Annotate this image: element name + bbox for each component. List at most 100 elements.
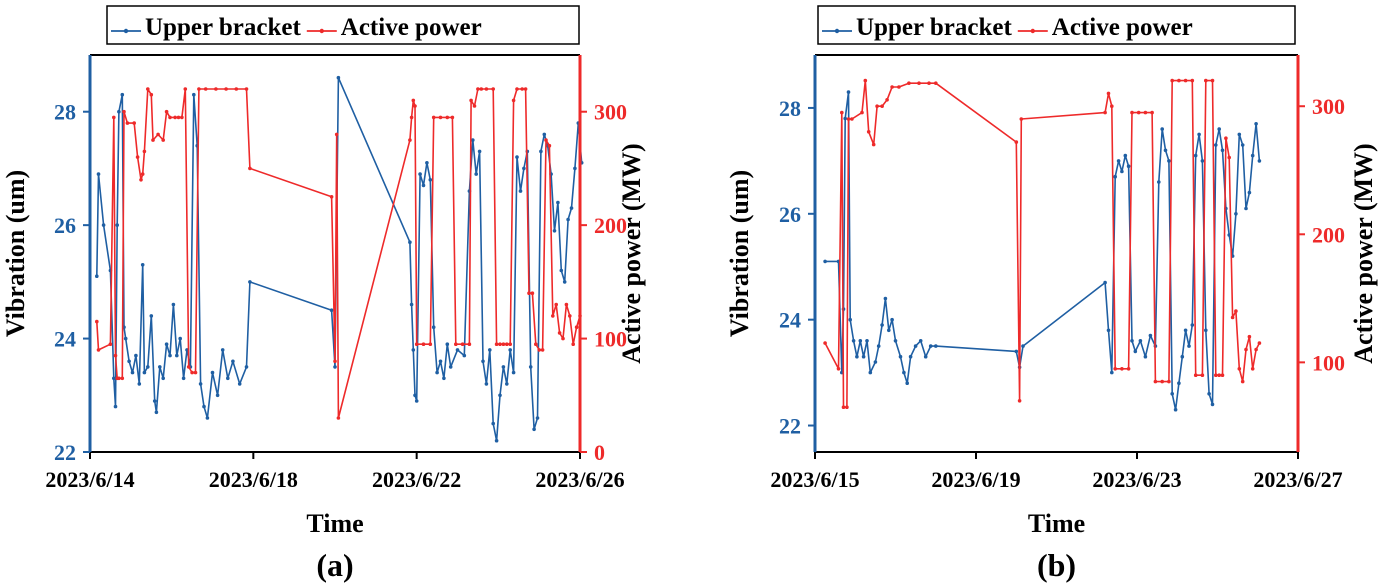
data-point bbox=[1177, 78, 1181, 83]
data-point bbox=[1200, 373, 1205, 378]
data-point bbox=[234, 87, 239, 91]
x-tick-label: 2023/6/19 bbox=[931, 467, 1020, 492]
data-point bbox=[408, 138, 412, 142]
data-point bbox=[873, 360, 878, 364]
data-point bbox=[428, 342, 433, 347]
y-axis-title-left: Vibration (um) bbox=[725, 170, 754, 337]
legend-swatch-marker bbox=[319, 28, 324, 34]
data-point bbox=[1103, 280, 1107, 285]
data-point bbox=[431, 325, 436, 330]
data-point bbox=[515, 155, 519, 159]
data-point bbox=[168, 115, 172, 120]
data-point bbox=[1210, 78, 1215, 83]
data-point bbox=[484, 382, 489, 386]
data-point bbox=[122, 109, 126, 114]
chart-panel-2: 2023/6/15 2023/6/19 2023/6/23 2023/6/27 22 24… bbox=[725, 5, 1378, 583]
data-point bbox=[1106, 328, 1111, 333]
data-point bbox=[1237, 367, 1242, 371]
data-point bbox=[142, 370, 147, 375]
data-point bbox=[149, 92, 154, 97]
data-point bbox=[1133, 349, 1138, 354]
data-point bbox=[413, 104, 417, 108]
data-point bbox=[414, 342, 419, 347]
data-point bbox=[96, 348, 101, 352]
data-point bbox=[494, 342, 499, 347]
y-tick-label-right: 300 bbox=[594, 100, 627, 125]
series-line bbox=[824, 79, 1261, 409]
data-point bbox=[431, 115, 436, 120]
data-point bbox=[1257, 159, 1262, 163]
data-point bbox=[197, 87, 201, 91]
data-point bbox=[1017, 399, 1022, 403]
data-point bbox=[501, 342, 506, 347]
data-point bbox=[186, 365, 191, 369]
data-point bbox=[534, 342, 538, 347]
data-point bbox=[481, 359, 485, 364]
data-point bbox=[435, 370, 439, 375]
y-tick-label-left: 22 bbox=[54, 440, 76, 465]
data-point bbox=[861, 354, 866, 359]
x-axis-title: Time bbox=[1028, 509, 1085, 538]
data-point bbox=[112, 115, 116, 120]
data-point bbox=[149, 314, 154, 318]
data-point bbox=[175, 353, 179, 358]
data-point bbox=[1234, 212, 1238, 216]
data-point bbox=[161, 376, 165, 381]
data-point bbox=[117, 376, 121, 381]
legend-swatch-marker bbox=[123, 28, 129, 34]
data-point bbox=[488, 348, 492, 352]
data-point bbox=[1143, 110, 1148, 115]
chart-panel-1: 2023/6/14 2023/6/18 2023/6/22 2023/6/26 22 24… bbox=[1, 5, 646, 583]
data-point bbox=[511, 370, 516, 375]
data-point bbox=[140, 172, 145, 176]
data-point bbox=[1014, 140, 1019, 144]
data-point bbox=[554, 302, 558, 307]
legend-box bbox=[106, 5, 580, 45]
data-point bbox=[137, 382, 142, 386]
data-point bbox=[1217, 373, 1221, 378]
legend-swatch-marker bbox=[1030, 28, 1035, 34]
data-point bbox=[871, 142, 876, 147]
data-point bbox=[491, 87, 496, 91]
data-point bbox=[868, 370, 873, 375]
data-point bbox=[860, 110, 864, 115]
y-axis-title-right: Active power (MW) bbox=[617, 143, 646, 363]
data-point bbox=[146, 87, 150, 91]
legend: Upper bracket Active power bbox=[106, 5, 580, 45]
data-point bbox=[913, 344, 918, 348]
data-point bbox=[193, 370, 198, 375]
data-point bbox=[192, 92, 196, 97]
data-point bbox=[918, 339, 923, 343]
data-point bbox=[855, 354, 859, 359]
data-point bbox=[851, 339, 856, 343]
y-tick-label-right: 300 bbox=[1312, 94, 1345, 119]
data-point bbox=[574, 325, 579, 330]
legend-entry-active-power: Active power bbox=[1017, 14, 1193, 41]
data-point bbox=[887, 328, 891, 333]
data-point bbox=[907, 81, 911, 85]
data-point bbox=[564, 302, 569, 307]
data-point bbox=[530, 291, 535, 296]
data-point bbox=[127, 359, 131, 364]
data-point bbox=[411, 98, 416, 103]
legend-box bbox=[817, 5, 1296, 45]
data-point bbox=[1021, 344, 1025, 348]
data-point bbox=[454, 342, 458, 347]
data-point bbox=[484, 87, 489, 91]
data-point bbox=[1103, 110, 1107, 115]
data-point bbox=[1019, 117, 1024, 121]
data-point bbox=[132, 121, 136, 125]
data-point bbox=[115, 223, 119, 227]
data-point bbox=[1250, 367, 1255, 371]
data-point bbox=[1177, 381, 1181, 386]
data-point bbox=[1193, 373, 1198, 378]
data-point bbox=[1116, 159, 1121, 163]
data-point bbox=[248, 280, 252, 284]
y-tick-label-left: 28 bbox=[54, 100, 76, 125]
data-point bbox=[474, 172, 479, 176]
data-point bbox=[544, 138, 548, 142]
y-axis-title-left: Vibration (um) bbox=[1, 170, 30, 337]
data-point bbox=[210, 370, 215, 375]
data-point bbox=[333, 359, 337, 364]
data-point bbox=[498, 393, 502, 398]
